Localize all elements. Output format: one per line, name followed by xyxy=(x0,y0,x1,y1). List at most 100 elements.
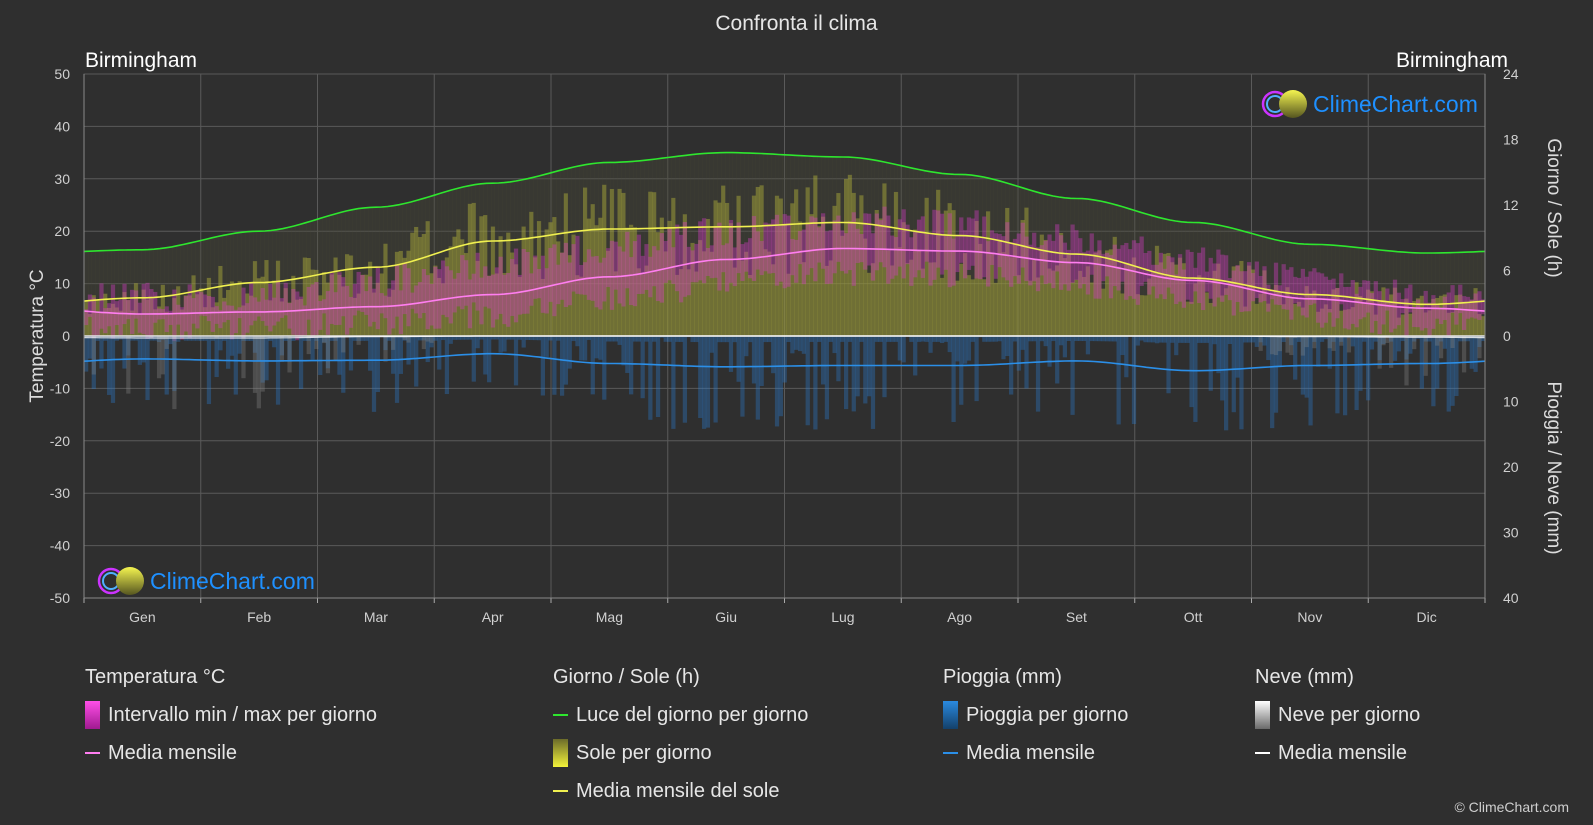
temp-range-bar xyxy=(517,274,522,315)
sunshine-bar xyxy=(575,275,580,336)
temp-range-bar xyxy=(1473,293,1478,319)
sunshine-bar xyxy=(847,174,853,336)
rain-bar xyxy=(740,336,745,417)
daylight-column xyxy=(644,160,649,336)
sunshine-bar xyxy=(644,265,649,336)
rain-bar xyxy=(1427,336,1432,342)
rain-bar xyxy=(690,336,695,343)
sunshine-bar xyxy=(962,253,968,336)
rain-bar xyxy=(1377,336,1382,361)
daylight-column xyxy=(498,182,503,336)
temp-range-bar xyxy=(375,266,380,330)
rain-swatch xyxy=(943,701,958,729)
brand-text-bottom: ClimeChart.com xyxy=(150,568,315,594)
sunshine-bar xyxy=(582,187,588,336)
temp-range-bar xyxy=(1304,276,1309,318)
temp-range-bar xyxy=(1081,252,1087,285)
daylight-column xyxy=(337,212,342,336)
temp-range-bar xyxy=(379,293,384,314)
temp-range-bar xyxy=(172,289,177,342)
month-label: Lug xyxy=(831,609,854,625)
daylight-column xyxy=(725,152,730,336)
rain-bar xyxy=(310,336,315,360)
daylight-column xyxy=(655,158,661,336)
snow-bar xyxy=(1339,336,1344,346)
temp-range-bar xyxy=(1009,242,1014,287)
daylight-column xyxy=(1362,248,1367,336)
sunshine-bar xyxy=(1477,314,1482,336)
rain-bar xyxy=(1465,336,1471,342)
rain-bar xyxy=(502,336,507,352)
temp-range-bar xyxy=(195,290,200,329)
rain-bar xyxy=(1381,336,1386,345)
rain-bar xyxy=(1243,336,1248,343)
right-tick-label-mm: 30 xyxy=(1503,525,1519,541)
temp-range-bar xyxy=(1131,240,1137,299)
daylight-column xyxy=(997,180,1002,336)
daylight-column xyxy=(936,172,941,336)
left-tick-label: -50 xyxy=(50,590,70,606)
daylight-column xyxy=(279,228,284,336)
rain-bar xyxy=(667,336,672,342)
daylight-column xyxy=(191,242,196,336)
snow-bar xyxy=(391,336,396,350)
sunshine-bar xyxy=(1458,294,1463,336)
daylight-column xyxy=(701,153,707,336)
daylight-column xyxy=(133,249,139,336)
sunshine-bar xyxy=(928,262,933,336)
rain-bar xyxy=(828,336,833,342)
rain-bar xyxy=(1143,336,1148,343)
temp-range-bar xyxy=(836,215,841,262)
temp-range-bar xyxy=(298,296,304,338)
snow-bar xyxy=(279,336,284,362)
legend-item-daylight: Luce del giorno per giorno xyxy=(553,701,808,729)
sunshine-bar xyxy=(487,275,492,336)
sunshine-bar xyxy=(932,262,937,336)
rain-bar xyxy=(1239,336,1244,430)
sunshine-bar xyxy=(1028,280,1033,336)
sunshine-bar xyxy=(843,178,849,336)
sunshine-bar xyxy=(817,226,822,336)
sunshine-bar xyxy=(1300,307,1305,336)
rain-bar xyxy=(982,336,987,342)
temp-range-bar xyxy=(932,209,937,280)
daylight-column xyxy=(1450,252,1455,336)
temp-range-bar xyxy=(1285,269,1290,310)
temp-range-bar xyxy=(870,233,876,281)
temp-range-bar xyxy=(1162,268,1167,300)
rain-bar xyxy=(962,336,968,364)
temp-range-bar xyxy=(955,234,960,273)
rain-bar xyxy=(943,336,949,342)
temp-range-bar xyxy=(448,270,453,324)
rain-bar xyxy=(1446,336,1451,412)
snow-bar xyxy=(252,336,258,393)
temp-range-bar xyxy=(617,246,622,304)
daylight-column xyxy=(141,249,146,336)
rain-bar xyxy=(1235,336,1240,378)
rain-bar xyxy=(1089,336,1094,342)
rain-bar xyxy=(1262,336,1267,346)
rain-bar xyxy=(533,336,538,341)
rain-bar xyxy=(364,336,369,341)
daylight-column xyxy=(1377,249,1382,336)
sunshine-bar xyxy=(1035,277,1041,336)
rain-bar xyxy=(471,336,476,382)
temp-range-bar xyxy=(874,213,879,271)
daylight-column xyxy=(759,153,764,336)
rain-bar xyxy=(84,336,89,372)
sunshine-mean-swatch xyxy=(553,790,568,792)
rain-bar xyxy=(444,336,450,395)
temp-range-bar xyxy=(1028,244,1033,286)
rain-bar xyxy=(341,336,346,393)
sunshine-bar xyxy=(1166,253,1171,336)
rain-bar xyxy=(229,336,235,356)
daylight-column xyxy=(1454,252,1459,336)
rain-bar xyxy=(966,336,972,361)
sunshine-bar xyxy=(1066,254,1071,336)
snow-bar xyxy=(1273,336,1279,356)
daylight-column xyxy=(636,160,641,336)
sunshine-bar xyxy=(479,216,484,336)
temp-range-bar xyxy=(1346,286,1352,330)
snow-bar xyxy=(126,336,131,394)
daylight-column xyxy=(767,153,772,336)
